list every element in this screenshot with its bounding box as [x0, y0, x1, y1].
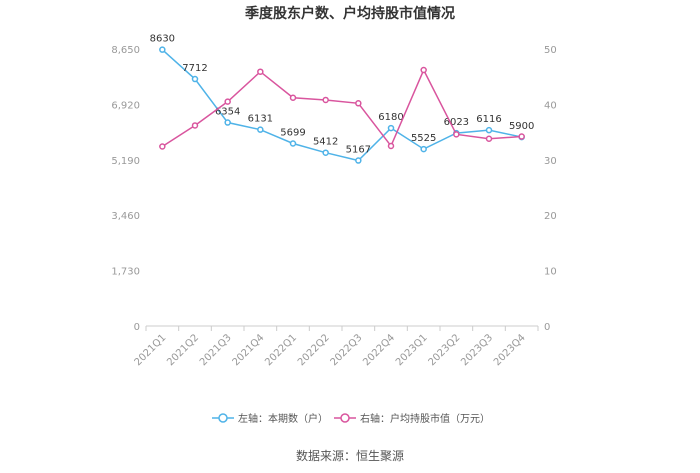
x-tick-label: 2021Q3 — [198, 332, 234, 368]
x-tick-label: 2023Q1 — [394, 332, 430, 368]
data-point — [355, 157, 362, 164]
data-point — [322, 96, 329, 104]
series-line — [161, 49, 522, 162]
data-label: 6180 — [378, 112, 403, 123]
data-point — [420, 145, 427, 153]
x-tick-label: 2023Q4 — [492, 332, 528, 368]
data-point — [191, 75, 199, 83]
data-label: 7712 — [182, 63, 207, 74]
x-tick-label: 2022Q3 — [329, 332, 365, 368]
data-label: 6023 — [444, 117, 469, 128]
y-right-tick-label: 30 — [544, 156, 557, 167]
x-tick-label: 2023Q3 — [459, 332, 495, 368]
data-point — [387, 124, 395, 132]
x-tick-label: 2021Q1 — [133, 332, 169, 368]
data-point — [322, 149, 329, 156]
x-tick-label: 2022Q4 — [361, 332, 397, 368]
data-point — [289, 94, 297, 102]
data-point — [420, 66, 427, 74]
series-right — [159, 66, 525, 150]
data-label: 6116 — [476, 114, 501, 125]
legend-label-right: 右轴：户均持股市值（万元） — [360, 412, 490, 425]
y-right-tick-label: 20 — [544, 211, 557, 222]
y-left-tick-label: 8,650 — [111, 45, 140, 56]
axes: 0 1,730 3,460 5,190 6,920 8,650 0 10 20 30 40 50 202… — [111, 45, 556, 368]
data-label: 5900 — [509, 121, 534, 132]
data-point — [518, 133, 525, 140]
y-left-tick-label: 5,190 — [111, 156, 140, 167]
chart-title: 季度股东户数、户均持股市值情况 — [244, 5, 455, 22]
y-right-tick-label: 0 — [544, 322, 550, 333]
y-left-tick-label: 0 — [134, 322, 140, 333]
data-label: 6131 — [248, 114, 273, 125]
data-point — [289, 140, 297, 147]
series-left: 8630 7712 6354 6131 5699 5412 5167 6180 5525 6023… — [150, 34, 534, 164]
data-label: 6354 — [215, 107, 240, 118]
data-point — [355, 100, 362, 107]
legend-label-left: 左轴：本期数（户） — [238, 412, 328, 425]
data-label: 8630 — [150, 34, 175, 45]
series-line — [161, 68, 522, 148]
data-point — [485, 126, 493, 134]
x-tick-label: 2021Q4 — [231, 332, 267, 368]
data-label: 5699 — [280, 128, 305, 139]
y-right-tick-label: 10 — [544, 267, 557, 278]
y-right-tick-label: 40 — [544, 100, 557, 111]
data-point — [257, 126, 264, 133]
data-point — [159, 143, 166, 150]
x-tick-label: 2023Q2 — [427, 332, 463, 368]
legend-item-right[interactable]: 右轴：户均持股市值（万元） — [334, 412, 490, 425]
y-right-tick-label: 50 — [544, 45, 557, 56]
data-point — [191, 122, 199, 129]
legend: 左轴：本期数（户） 右轴：户均持股市值（万元） — [212, 412, 490, 425]
data-point — [159, 46, 166, 53]
data-point — [224, 98, 231, 105]
data-label: 5167 — [346, 145, 371, 156]
data-label: 5525 — [411, 133, 436, 144]
y-left-tick-label: 6,920 — [111, 100, 140, 111]
y-left-tick-label: 3,460 — [111, 211, 140, 222]
data-point — [224, 119, 231, 126]
data-point — [257, 68, 264, 75]
data-point — [453, 131, 460, 138]
data-point — [485, 135, 493, 142]
x-tick-label: 2021Q2 — [165, 332, 201, 368]
data-point — [387, 142, 395, 150]
legend-item-left[interactable]: 左轴：本期数（户） — [212, 412, 328, 425]
y-left-tick-label: 1,730 — [111, 267, 140, 278]
data-label: 5412 — [313, 137, 338, 148]
x-tick-label: 2022Q2 — [296, 332, 332, 368]
data-source: 数据来源：恒生聚源 — [296, 448, 404, 463]
x-tick-label: 2022Q1 — [263, 332, 299, 368]
